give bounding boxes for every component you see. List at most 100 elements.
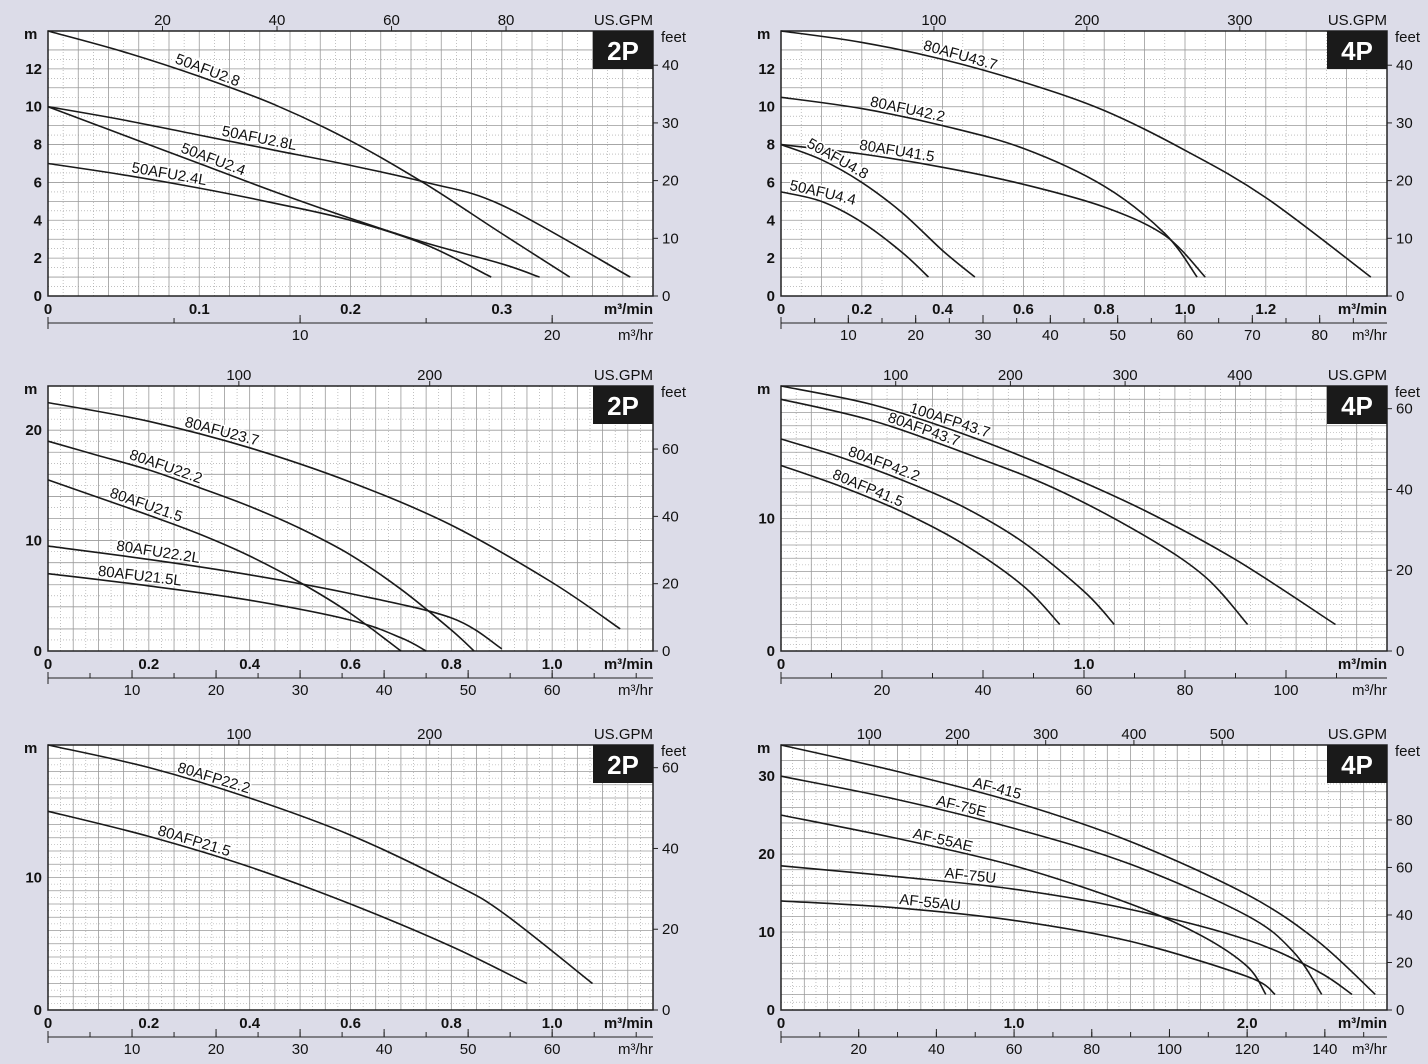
feet-tick-label: 0 — [662, 1002, 670, 1019]
m3hr-tick-label: 40 — [928, 1041, 945, 1058]
gpm-tick-label: 500 — [1210, 726, 1235, 743]
y-tick-label: 4 — [34, 212, 43, 229]
top-unit-label: US.GPM — [594, 367, 653, 384]
m3hr-tick-label: 50 — [1109, 327, 1126, 344]
pole-badge-label: 2P — [607, 750, 639, 780]
y-tick-label: 12 — [25, 61, 42, 78]
series-line-80AFU21.5L — [47, 572, 427, 652]
y-tick-label: 0 — [767, 1002, 775, 1019]
m3hr-tick-label: 10 — [124, 682, 141, 699]
x-tick-label: 0.4 — [932, 301, 954, 318]
series-label-AF-75U: AF-75U — [944, 865, 997, 887]
x-tick-label: 0 — [777, 301, 785, 318]
m3hr-unit-label: m³/hr — [1352, 1041, 1387, 1058]
bottom-unit-label: m³/min — [604, 656, 653, 673]
gpm-tick-label: 100 — [883, 367, 908, 384]
y-tick-label: 10 — [25, 99, 42, 116]
y-tick-label: 0 — [34, 288, 42, 305]
series-line-100AFP43.7 — [780, 385, 1336, 626]
x-tick-label: 0 — [44, 301, 52, 318]
x-tick-label: 0.1 — [189, 301, 210, 318]
feet-tick-label: 0 — [1396, 1002, 1404, 1019]
x-tick-label: 1.0 — [1074, 656, 1095, 673]
pole-badge — [1327, 31, 1387, 69]
gpm-tick-label: 200 — [417, 726, 442, 743]
gpm-tick-label: 300 — [1033, 726, 1058, 743]
grid — [48, 745, 653, 1010]
y-tick-label: 10 — [25, 533, 42, 550]
y-tick-label: 10 — [25, 870, 42, 887]
m3hr-tick-label: 20 — [850, 1041, 867, 1058]
series-line-80AFU23.7 — [47, 401, 621, 630]
x-tick-label: 1.0 — [542, 1015, 563, 1032]
series-line-80AFP42.2 — [780, 438, 1115, 626]
gpm-tick-label: 300 — [1113, 367, 1138, 384]
series-line-80AFP21.5 — [47, 810, 528, 985]
series-line-AF-55AE — [780, 814, 1267, 995]
left-unit-label: m — [757, 740, 770, 757]
bottom-unit-label: m³/min — [604, 1015, 653, 1032]
m3hr-tick-label: 100 — [1157, 1041, 1182, 1058]
m3hr-tick-label: 40 — [975, 682, 992, 699]
gpm-tick-label: 300 — [1227, 12, 1252, 29]
feet-tick-label: 60 — [1396, 401, 1413, 418]
m3hr-unit-label: m³/hr — [618, 682, 653, 699]
m3hr-tick-label: 40 — [1042, 327, 1059, 344]
y-tick-label: 10 — [758, 99, 775, 116]
feet-tick-label: 40 — [662, 840, 679, 857]
feet-tick-label: 60 — [662, 441, 679, 458]
y-tick-label: 0 — [767, 288, 775, 305]
series-line-50AFU2.4L — [47, 162, 492, 278]
gpm-tick-label: 200 — [998, 367, 1023, 384]
series-line-AF-55AU — [780, 900, 1276, 996]
gpm-tick-label: 200 — [945, 726, 970, 743]
x-tick-label: 1.0 — [1175, 301, 1196, 318]
m3hr-tick-label: 70 — [1244, 327, 1261, 344]
gpm-tick-label: 400 — [1121, 726, 1146, 743]
y-tick-label: 30 — [758, 768, 775, 785]
m3hr-tick-label: 10 — [292, 327, 309, 344]
grid — [781, 386, 1387, 651]
grid — [48, 386, 653, 651]
gpm-tick-label: 400 — [1227, 367, 1252, 384]
series-line-50AFU4.8 — [780, 143, 976, 278]
left-unit-label: m — [757, 26, 770, 43]
y-tick-label: 10 — [758, 924, 775, 941]
top-unit-label: US.GPM — [594, 12, 653, 29]
gpm-tick-label: 80 — [498, 12, 515, 29]
right-unit-label: feet — [661, 29, 687, 46]
m3hr-unit-label: m³/hr — [618, 1041, 653, 1058]
feet-tick-label: 60 — [662, 760, 679, 777]
left-unit-label: m — [24, 381, 37, 398]
m3hr-tick-label: 10 — [124, 1041, 141, 1058]
chart-panel-3: 0 10 20 m 0 20 40 60 feet 100 200 US.GPM 0 0.2 0.4 0.6 0… — [24, 367, 687, 699]
series-line-80AFP22.2 — [47, 744, 593, 985]
x-tick-label: 0.8 — [441, 656, 462, 673]
pole-badge-label: 4P — [1341, 391, 1373, 421]
series-line-80AFU43.7 — [780, 30, 1372, 278]
m3hr-tick-label: 50 — [460, 1041, 477, 1058]
feet-tick-label: 30 — [662, 115, 679, 132]
m3hr-tick-label: 60 — [1006, 1041, 1023, 1058]
grid — [48, 31, 653, 296]
pole-badge — [593, 386, 653, 424]
m3hr-tick-label: 60 — [1076, 682, 1093, 699]
y-tick-label: 8 — [767, 137, 775, 154]
plot-frame — [780, 744, 1388, 1011]
gpm-tick-label: 200 — [417, 367, 442, 384]
y-tick-label: 20 — [758, 846, 775, 863]
pole-badge — [1327, 745, 1387, 783]
feet-tick-label: 40 — [1396, 57, 1413, 74]
feet-tick-label: 0 — [1396, 288, 1404, 305]
left-unit-label: m — [24, 26, 37, 43]
series-line-50AFU2.8 — [47, 30, 571, 278]
m3hr-tick-label: 20 — [544, 327, 561, 344]
gpm-tick-label: 100 — [226, 367, 251, 384]
right-unit-label: feet — [661, 384, 687, 401]
gpm-tick-label: 100 — [857, 726, 882, 743]
feet-tick-label: 20 — [662, 173, 679, 190]
top-unit-label: US.GPM — [1328, 726, 1387, 743]
